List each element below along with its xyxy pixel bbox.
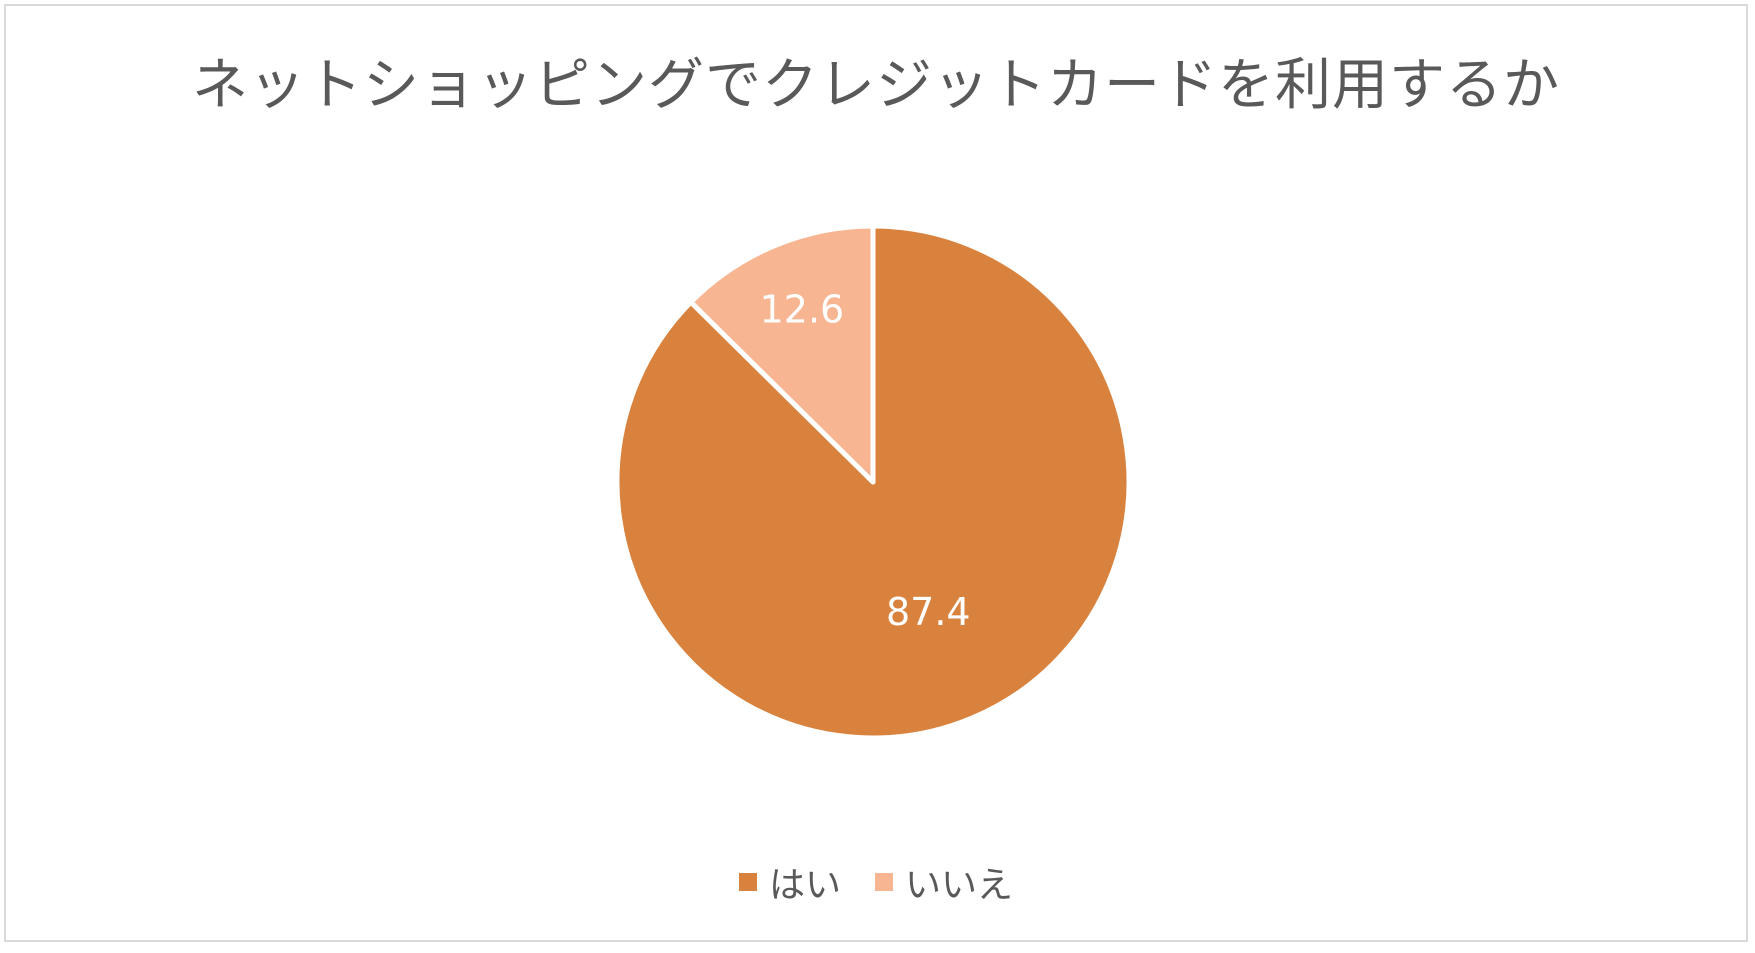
pie-chart: 87.4 12.6: [614, 223, 1132, 741]
pie-slice-0[interactable]: [614, 223, 1132, 741]
legend-label-no: いいえ: [905, 865, 1014, 906]
chart-title: ネットショッピングでクレジットカードを利用するか: [192, 53, 1560, 118]
data-label-1: 12.6: [760, 287, 845, 331]
legend-swatch-no: [875, 873, 893, 891]
legend-label-yes: はい: [768, 865, 841, 906]
legend-item-yes[interactable]: はい: [738, 856, 841, 908]
legend: はい いいえ: [6, 856, 1746, 908]
legend-swatch-yes: [738, 873, 757, 891]
legend-item-no[interactable]: いいえ: [875, 856, 1013, 908]
chart-area: ネットショッピングでクレジットカードを利用するか 87.4 12.6 はい いいえ: [4, 4, 1748, 942]
data-label-0: 87.4: [886, 590, 971, 634]
pie-slice-1[interactable]: [688, 223, 876, 485]
